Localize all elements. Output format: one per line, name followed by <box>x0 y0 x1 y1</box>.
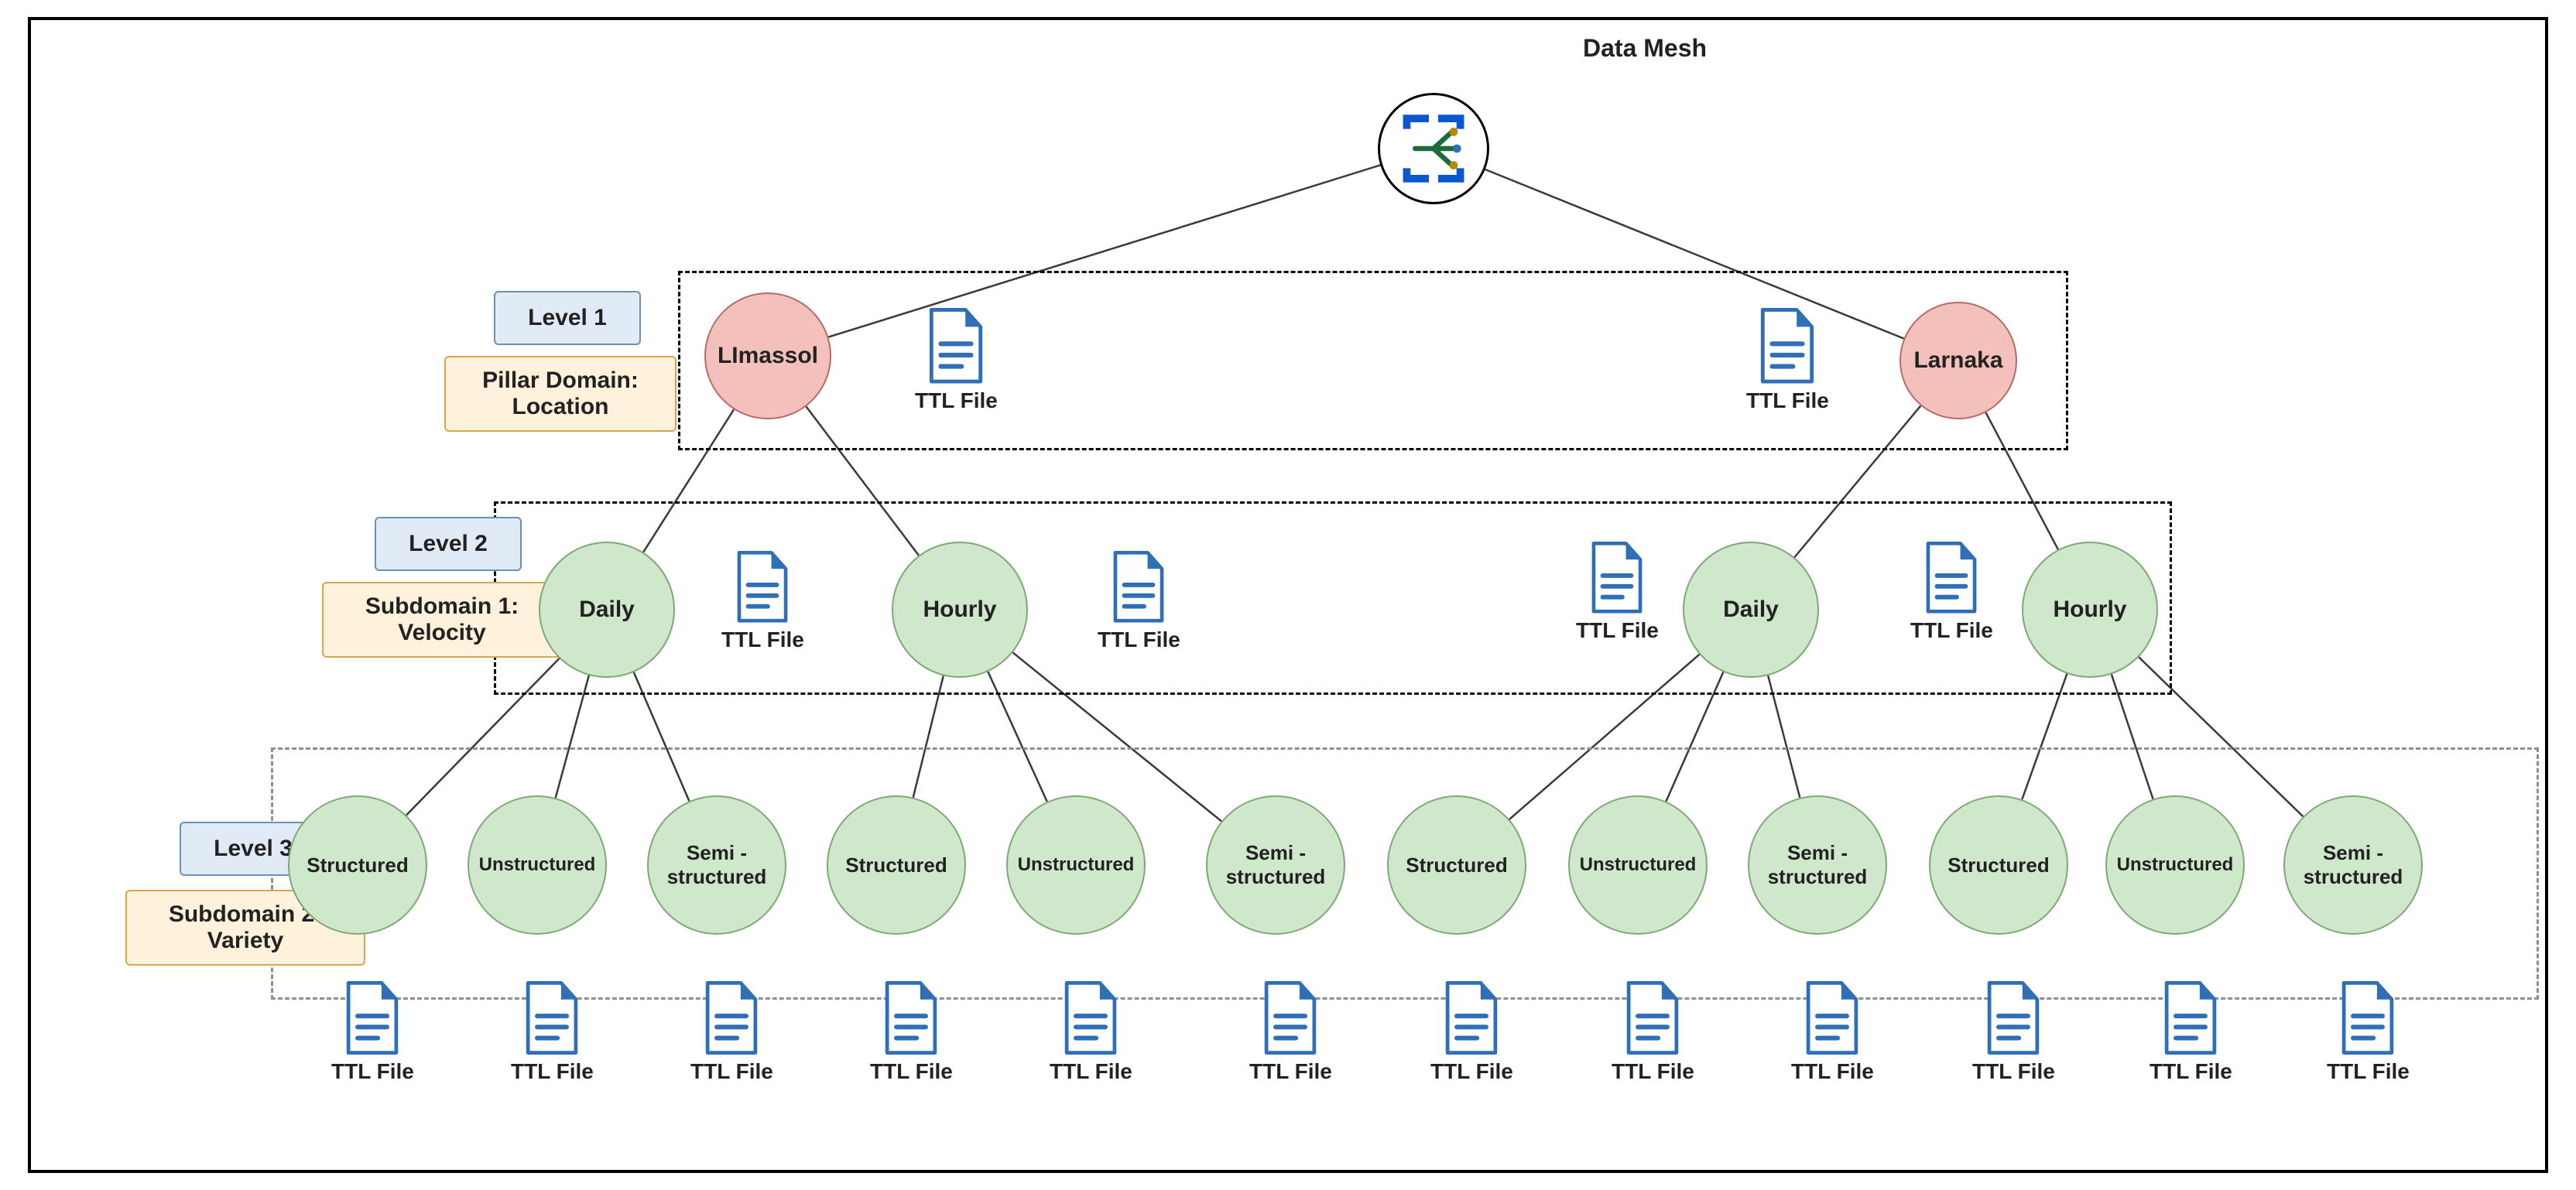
file-icon <box>1757 308 1817 384</box>
file-icon <box>1623 981 1682 1055</box>
ttl-file: TTL File <box>2150 981 2232 1084</box>
ttl-file: TTL File <box>1050 981 1132 1084</box>
ttl-file: TTL File <box>1612 981 1694 1084</box>
file-label: TTL File <box>870 1059 953 1084</box>
file-label: TTL File <box>2327 1059 2410 1084</box>
variety-node: Semi - structured <box>1206 795 1345 935</box>
file-label: TTL File <box>1249 1059 1332 1084</box>
file-icon <box>2161 981 2220 1055</box>
file-icon <box>702 981 761 1055</box>
variety-node: Semi - structured <box>647 795 786 935</box>
file-label: TTL File <box>721 627 804 652</box>
diagram-stage: Data Mesh Level 1Level 2Level 3Pillar Do… <box>0 0 2576 1190</box>
ttl-file: TTL File <box>1746 308 1829 413</box>
file-icon <box>1061 981 1120 1055</box>
ttl-file: TTL File <box>1972 981 2055 1084</box>
variety-node: Structured <box>288 795 427 935</box>
file-icon <box>1110 551 1167 623</box>
file-label: TTL File <box>1576 618 1659 643</box>
file-icon <box>1984 981 2043 1055</box>
file-label: TTL File <box>1910 618 1993 643</box>
file-icon <box>734 551 791 623</box>
level-label: Level 1 <box>494 291 641 345</box>
ttl-file: TTL File <box>1910 542 1993 643</box>
file-label: TTL File <box>915 388 998 413</box>
file-icon <box>926 308 986 384</box>
variety-node: Unstructured <box>2105 795 2245 935</box>
file-icon <box>522 981 581 1055</box>
file-icon <box>1588 542 1646 614</box>
location-node: LImassol <box>704 292 831 419</box>
variety-node: Structured <box>827 795 966 935</box>
ttl-file: TTL File <box>690 981 773 1084</box>
velocity-node: Hourly <box>892 542 1028 678</box>
domain-label: Subdomain 1: Velocity <box>322 582 562 658</box>
ttl-file: TTL File <box>2327 981 2410 1084</box>
ttl-file: TTL File <box>511 981 594 1084</box>
ttl-file: TTL File <box>331 981 414 1084</box>
ttl-file: TTL File <box>1791 981 1874 1084</box>
ttl-file: TTL File <box>721 551 804 652</box>
file-label: TTL File <box>1098 627 1180 652</box>
variety-node: Semi - structured <box>2283 795 2423 935</box>
level-box-1 <box>678 271 2068 450</box>
file-icon <box>1261 981 1320 1055</box>
file-icon <box>882 981 940 1055</box>
variety-node: Unstructured <box>1568 795 1708 935</box>
diagram-title: Data Mesh <box>1583 34 1707 63</box>
velocity-node: Hourly <box>2022 542 2158 678</box>
file-label: TTL File <box>1430 1059 1513 1084</box>
file-label: TTL File <box>2150 1059 2232 1084</box>
file-label: TTL File <box>1746 388 1829 413</box>
velocity-node: Daily <box>1683 542 1819 678</box>
velocity-node: Daily <box>539 542 675 678</box>
root-node <box>1378 93 1489 204</box>
file-label: TTL File <box>1612 1059 1694 1084</box>
ttl-file: TTL File <box>1098 551 1180 652</box>
ttl-file: TTL File <box>915 308 998 413</box>
file-label: TTL File <box>331 1059 414 1084</box>
variety-node: Semi - structured <box>1748 795 1887 935</box>
variety-node: Structured <box>1387 795 1526 935</box>
variety-node: Unstructured <box>468 795 607 935</box>
file-label: TTL File <box>511 1059 594 1084</box>
ttl-file: TTL File <box>1430 981 1513 1084</box>
variety-node: Structured <box>1929 795 2068 935</box>
file-icon <box>1442 981 1501 1055</box>
level-label: Level 2 <box>375 517 522 571</box>
data-mesh-icon <box>1392 107 1475 190</box>
file-icon <box>343 981 402 1055</box>
file-icon <box>1923 542 1980 614</box>
file-icon <box>1803 981 1862 1055</box>
location-node: Larnaka <box>1899 302 2017 419</box>
file-label: TTL File <box>1791 1059 1874 1084</box>
ttl-file: TTL File <box>1576 542 1659 643</box>
ttl-file: TTL File <box>1249 981 1332 1084</box>
file-label: TTL File <box>1972 1059 2055 1084</box>
file-label: TTL File <box>1050 1059 1132 1084</box>
ttl-file: TTL File <box>870 981 953 1084</box>
domain-label: Pillar Domain: Location <box>444 356 677 432</box>
file-icon <box>2338 981 2397 1055</box>
variety-node: Unstructured <box>1006 795 1146 935</box>
file-label: TTL File <box>690 1059 773 1084</box>
